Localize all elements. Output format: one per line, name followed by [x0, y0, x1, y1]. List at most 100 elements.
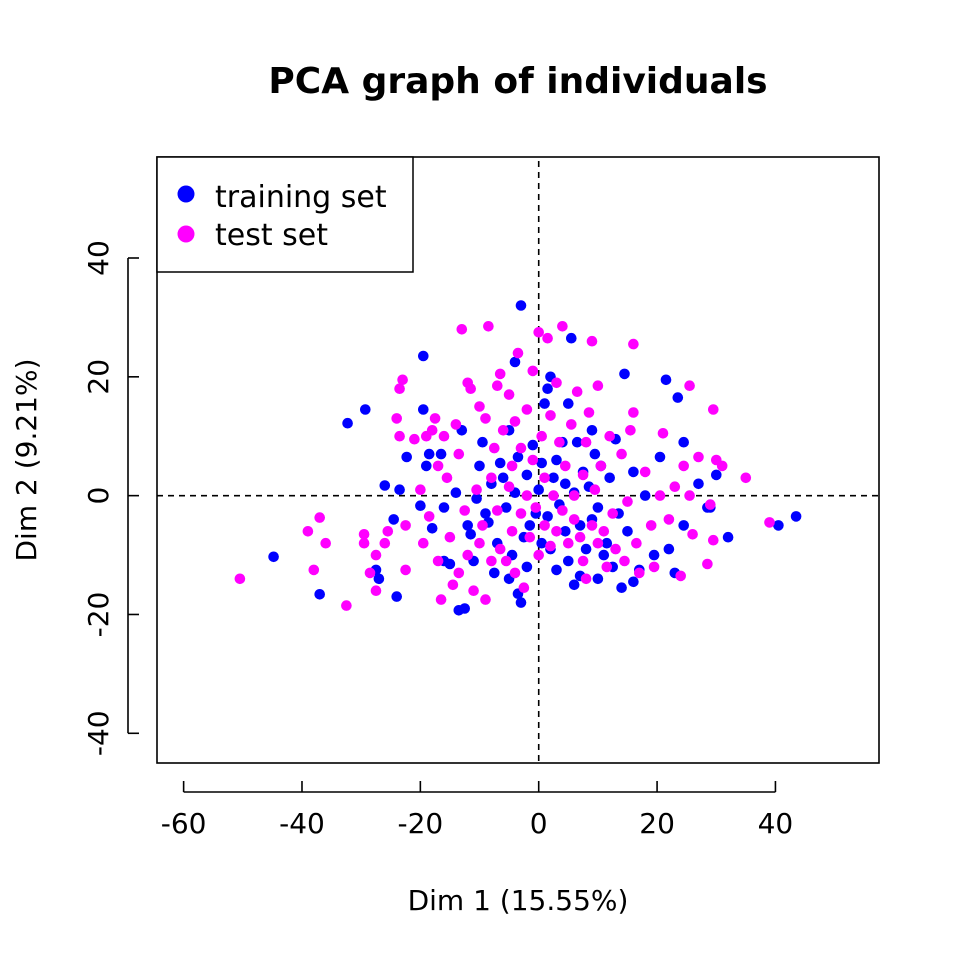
- test-point-63: [509, 567, 521, 579]
- test-point-27: [432, 555, 444, 567]
- test-point-118: [634, 567, 645, 579]
- test-point-66: [515, 508, 527, 519]
- test-point-6: [358, 529, 370, 540]
- test-point-83: [551, 377, 562, 389]
- training-point-54: [533, 484, 544, 496]
- training-point-25: [462, 520, 474, 531]
- test-point-53: [492, 505, 503, 516]
- test-point-36: [456, 324, 468, 335]
- test-point-68: [521, 404, 533, 415]
- test-point-96: [577, 555, 589, 567]
- training-point-20: [444, 558, 456, 570]
- training-point-29: [474, 460, 485, 472]
- test-point-132: [702, 558, 713, 570]
- test-point-89: [563, 537, 574, 549]
- training-point-98: [639, 490, 651, 501]
- legend-marker-training: [177, 185, 195, 203]
- training-point-18: [438, 502, 450, 513]
- test-point-1: [302, 526, 314, 537]
- training-point-87: [601, 537, 613, 549]
- test-point-93: [571, 386, 583, 398]
- test-point-51: [489, 442, 500, 454]
- test-point-57: [500, 555, 512, 567]
- test-point-61: [506, 526, 518, 537]
- test-point-112: [619, 555, 630, 567]
- training-point-112: [773, 520, 784, 531]
- test-point-45: [477, 520, 488, 531]
- test-point-26: [432, 460, 444, 472]
- training-point-70: [563, 555, 574, 567]
- test-point-110: [610, 543, 621, 555]
- test-point-24: [426, 425, 438, 436]
- plot-frame: [156, 156, 880, 764]
- test-point-100: [586, 520, 598, 531]
- training-point-107: [693, 478, 704, 490]
- test-point-3: [314, 512, 326, 523]
- test-point-108: [604, 430, 615, 442]
- test-point-129: [684, 490, 695, 501]
- training-point-69: [563, 398, 574, 409]
- test-point-131: [693, 451, 704, 463]
- test-point-90: [566, 419, 577, 430]
- training-point-17: [435, 448, 447, 460]
- test-point-23: [423, 511, 435, 522]
- test-point-9: [370, 585, 382, 596]
- test-point-117: [631, 537, 642, 549]
- test-point-49: [486, 472, 497, 484]
- test-point-12: [382, 526, 394, 537]
- training-point-68: [560, 526, 571, 537]
- test-point-55: [494, 543, 506, 555]
- test-point-103: [592, 537, 604, 549]
- test-point-44: [474, 537, 485, 549]
- test-point-116: [628, 338, 639, 350]
- test-point-88: [560, 460, 571, 472]
- test-point-16: [397, 374, 408, 386]
- training-point-113: [790, 511, 802, 522]
- training-point-49: [521, 469, 533, 481]
- training-point-71: [566, 332, 577, 344]
- training-point-2: [342, 417, 353, 429]
- y-tick-label-4: 40: [82, 240, 115, 276]
- training-point-24: [459, 603, 471, 614]
- test-point-133: [705, 499, 716, 510]
- training-point-8: [391, 591, 403, 602]
- test-point-139: [764, 517, 775, 528]
- test-point-114: [625, 425, 636, 436]
- training-point-50: [521, 561, 533, 573]
- test-point-19: [409, 433, 420, 445]
- test-point-128: [684, 380, 695, 392]
- training-point-11: [415, 500, 426, 512]
- y-tick-label-3: 20: [82, 359, 115, 395]
- data-points: [234, 300, 802, 616]
- test-point-67: [518, 582, 530, 593]
- test-point-21: [418, 537, 429, 549]
- training-point-78: [580, 543, 592, 555]
- legend-label-test: test set: [215, 218, 328, 253]
- test-point-81: [545, 540, 556, 552]
- test-point-113: [622, 496, 633, 507]
- test-point-130: [687, 529, 698, 540]
- test-point-34: [453, 448, 465, 460]
- test-point-29: [438, 430, 450, 442]
- test-point-102: [589, 484, 601, 496]
- test-point-99: [583, 407, 595, 418]
- test-point-50: [486, 555, 497, 567]
- test-point-0: [234, 573, 246, 585]
- test-point-74: [533, 327, 544, 338]
- test-point-56: [497, 425, 509, 436]
- test-point-123: [657, 428, 669, 439]
- training-point-101: [660, 374, 672, 386]
- test-point-124: [663, 514, 675, 525]
- test-point-85: [554, 436, 565, 448]
- test-point-15: [394, 383, 405, 395]
- y-axis-label: Dim 2 (9.21%): [10, 358, 43, 561]
- training-point-51: [524, 520, 536, 531]
- training-point-83: [592, 502, 604, 513]
- training-point-10: [401, 451, 413, 463]
- chart-title: PCA graph of individuals: [268, 61, 767, 102]
- training-point-12: [418, 350, 429, 362]
- training-point-4: [373, 573, 385, 585]
- test-point-43: [474, 401, 485, 412]
- test-point-125: [669, 481, 681, 493]
